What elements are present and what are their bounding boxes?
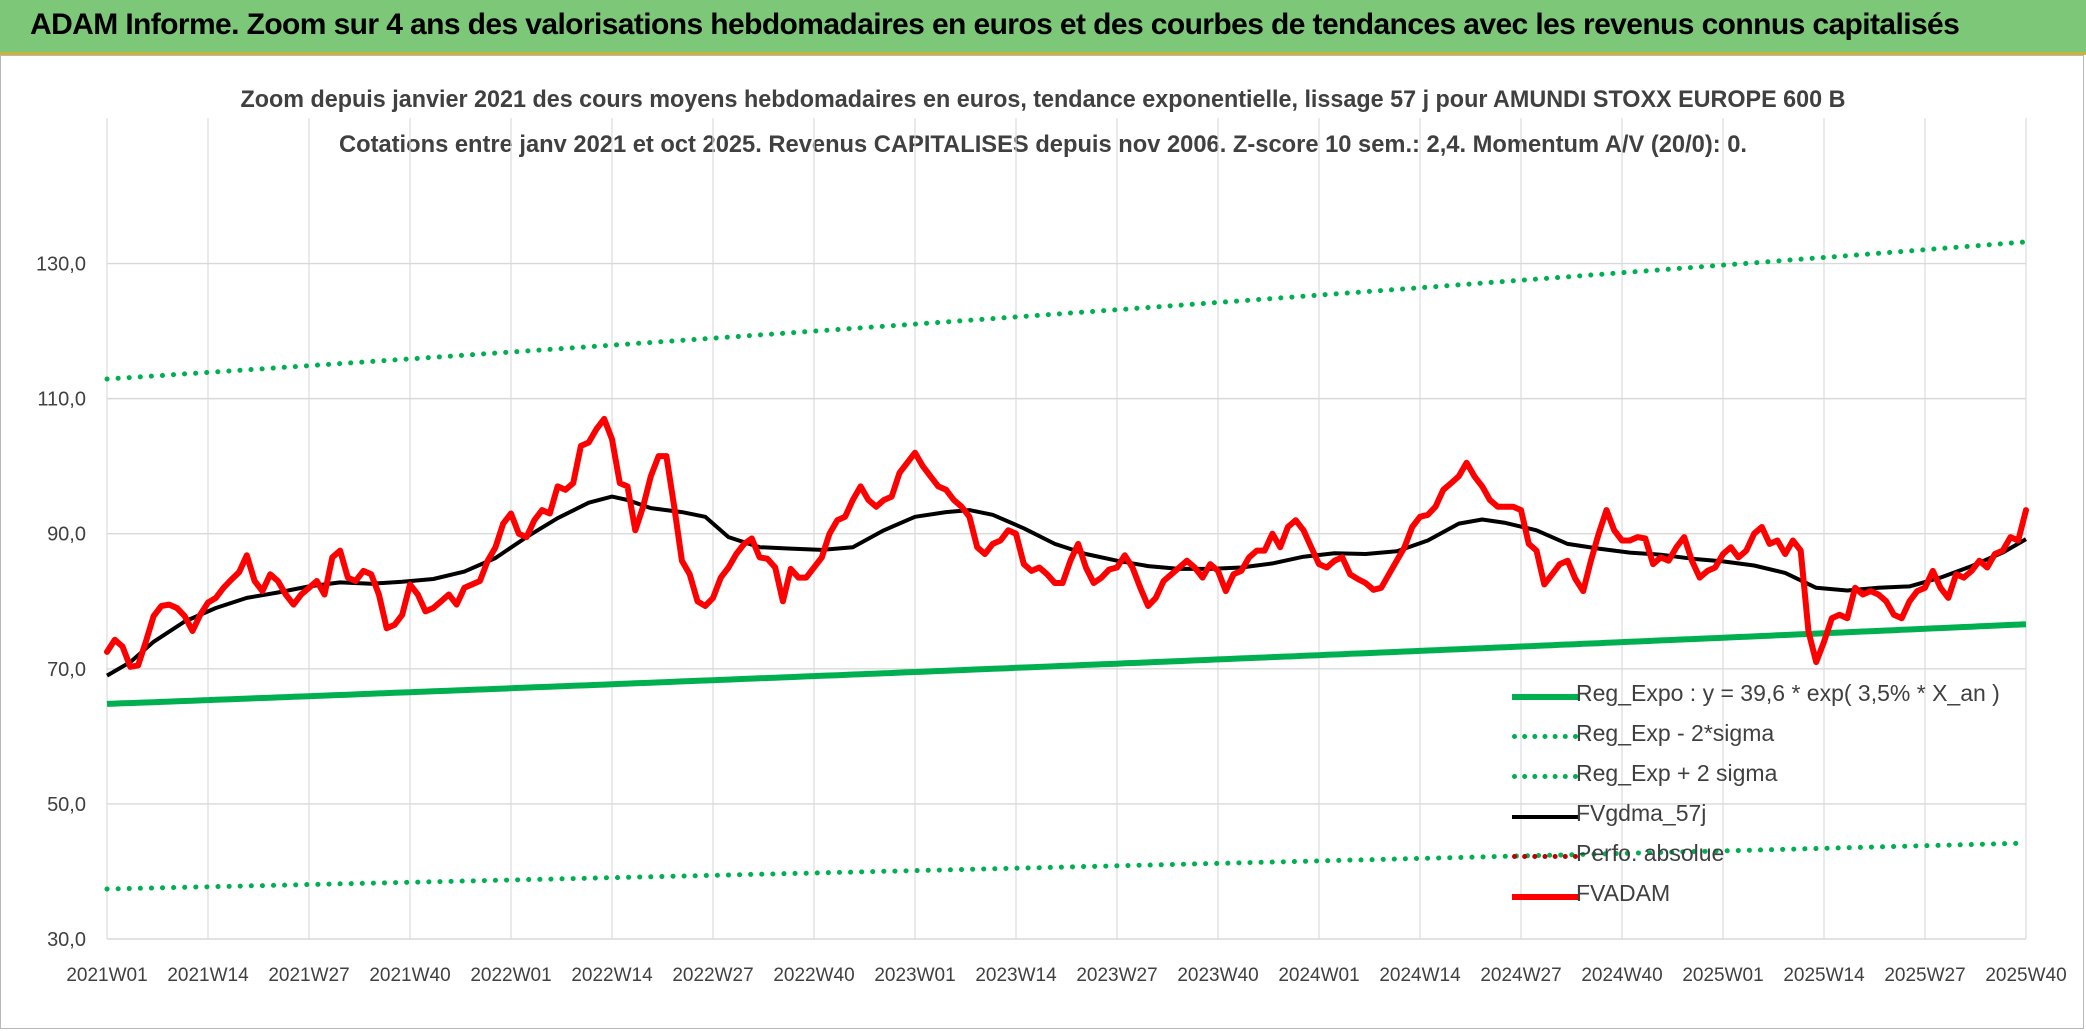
legend-item-perfo: Perfo. absolue (1510, 836, 1990, 876)
x-tick-label: 2024W14 (1379, 965, 1461, 986)
header-bar: ADAM Informe. Zoom sur 4 ans des valoris… (0, 0, 2086, 55)
x-tick-label: 2024W40 (1581, 965, 1662, 986)
x-tick-label: 2024W27 (1480, 965, 1561, 986)
legend-swatch (1512, 815, 1578, 819)
legend-swatch (1512, 894, 1578, 900)
series-fvadam (104, 415, 2029, 670)
series-reg-expo (106, 621, 2027, 707)
legend-item-reg-upper: Reg_Exp + 2 sigma (1510, 756, 1990, 796)
series-reg-lower (104, 840, 2029, 892)
legend-label: Perfo. absolue (1576, 840, 1725, 866)
legend-swatch (1512, 734, 1578, 739)
x-tick-label: 2025W27 (1884, 965, 1965, 986)
legend-label: Reg_Exp + 2 sigma (1576, 760, 1778, 786)
x-tick-label: 2023W40 (1177, 965, 1258, 986)
x-tick-label: 2022W01 (470, 965, 551, 986)
legend-label: Reg_Exp - 2*sigma (1576, 720, 1775, 746)
x-tick-label: 2021W01 (66, 965, 147, 986)
legend-label: FVADAM (1576, 880, 1671, 906)
legend-label: Reg_Expo : y = 39,6 * exp( 3,5% * X_an ) (1576, 680, 2000, 706)
x-tick-label: 2022W14 (571, 965, 653, 986)
x-tick-label: 2021W14 (167, 965, 249, 986)
chart-frame (0, 55, 2084, 1029)
series-reg-upper (104, 239, 2029, 382)
x-tick-label: 2023W27 (1076, 965, 1157, 986)
x-tick-label: 2023W01 (874, 965, 955, 986)
y-tick-label: 110,0 (37, 389, 86, 411)
legend-item-reg-lower: Reg_Exp - 2*sigma (1510, 716, 1990, 756)
y-tick-label: 50,0 (47, 794, 86, 816)
x-tick-label: 2023W14 (975, 965, 1057, 986)
x-tick-label: 2025W40 (1985, 965, 2066, 986)
y-tick-label: 30,0 (47, 929, 86, 951)
legend-item-reg-expo: Reg_Expo : y = 39,6 * exp( 3,5% * X_an ) (1510, 676, 2000, 716)
x-tick-label: 2025W01 (1682, 965, 1763, 986)
y-tick-label: 90,0 (47, 524, 86, 546)
chart-legend: Reg_Expo : y = 39,6 * exp( 3,5% * X_an )… (1510, 676, 2000, 916)
x-tick-label: 2021W40 (369, 965, 450, 986)
x-tick-label: 2022W40 (773, 965, 854, 986)
header-title: ADAM Informe. Zoom sur 4 ans des valoris… (30, 8, 1960, 41)
x-tick-label: 2022W27 (672, 965, 753, 986)
legend-label: FVgdma_57j (1576, 800, 1707, 826)
series-fvgdma (105, 494, 2028, 678)
x-tick-label: 2024W01 (1278, 965, 1359, 986)
x-tick-label: 2021W27 (268, 965, 349, 986)
legend-swatch (1512, 694, 1578, 700)
legend-swatch (1512, 774, 1578, 779)
chart-title-line2: Cotations entre janv 2021 et oct 2025. R… (339, 131, 1747, 158)
chart-title-line1: Zoom depuis janvier 2021 des cours moyen… (241, 86, 1846, 113)
legend-swatch (1512, 854, 1578, 859)
x-tick-label: 2025W14 (1783, 965, 1865, 986)
legend-item-fvadam: FVADAM (1510, 876, 1990, 916)
y-tick-label: 70,0 (47, 659, 86, 681)
y-tick-label: 130,0 (36, 254, 86, 276)
legend-item-fvgdma: FVgdma_57j (1510, 796, 1990, 836)
